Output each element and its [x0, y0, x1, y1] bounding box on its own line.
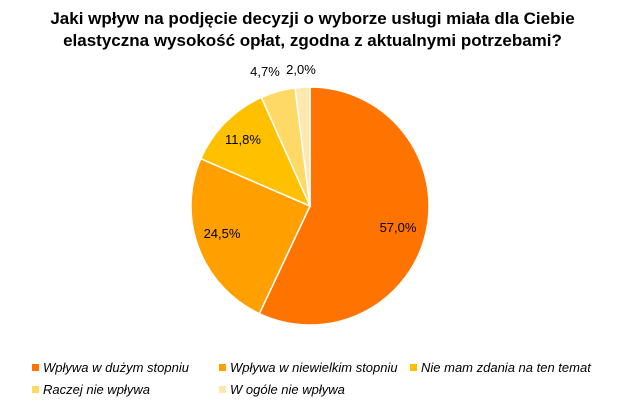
legend-label-niewielki: Wpływa w niewielkim stopniu: [230, 360, 398, 375]
legend-row-2: Raczej nie wpływa W ogóle nie wpływa: [0, 382, 625, 404]
legend-item-nie-mam-zdania: Nie mam zdania na ten temat: [410, 360, 591, 375]
legend-item-raczej-nie: Raczej nie wpływa: [32, 382, 150, 397]
legend-item-duzy: Wpływa w dużym stopniu: [32, 360, 189, 375]
legend-swatch-duzy: [32, 364, 39, 371]
legend-item-w-ogole-nie: W ogóle nie wpływa: [219, 382, 345, 397]
legend-label-raczej-nie: Raczej nie wpływa: [43, 382, 150, 397]
legend-swatch-nie-mam-zdania: [410, 364, 417, 371]
legend-label-w-ogole-nie: W ogóle nie wpływa: [230, 382, 345, 397]
chart-title-line-2: elastyczna wysokość opłat, zgodna z aktu…: [63, 31, 562, 50]
legend: Wpływa w dużym stopniu Wpływa w niewielk…: [0, 360, 625, 404]
legend-swatch-raczej-nie: [32, 386, 39, 393]
legend-label-nie-mam-zdania: Nie mam zdania na ten temat: [421, 360, 591, 375]
chart-title-line-1: Jaki wpływ na podjęcie decyzji o wyborze…: [50, 9, 575, 28]
pie-slice-duzy: [258, 86, 430, 326]
data-label-niewielki: 24,5%: [204, 226, 241, 241]
chart-title: Jaki wpływ na podjęcie decyzji o wyborze…: [0, 8, 625, 52]
legend-label-duzy: Wpływa w dużym stopniu: [43, 360, 189, 375]
legend-row-1: Wpływa w dużym stopniu Wpływa w niewielk…: [0, 360, 625, 382]
data-label-w-ogole-nie: 2,0%: [286, 62, 316, 77]
pie-slice-niewielki: [190, 157, 312, 315]
data-label-raczej-nie: 4,7%: [250, 64, 280, 79]
data-label-nie-mam-zdania: 11,8%: [225, 132, 261, 147]
pie-slice-w-ogole-nie: [294, 86, 311, 207]
legend-item-niewielki: Wpływa w niewielkim stopniu: [219, 360, 398, 375]
pie-slice-nie-mam-zdania: [199, 96, 312, 208]
data-label-duzy: 57,0%: [380, 220, 417, 235]
pie-chart: 57,0% 24,5% 11,8% 4,7% 2,0%: [190, 62, 430, 326]
legend-swatch-w-ogole-nie: [219, 386, 226, 393]
legend-swatch-niewielki: [219, 364, 226, 371]
